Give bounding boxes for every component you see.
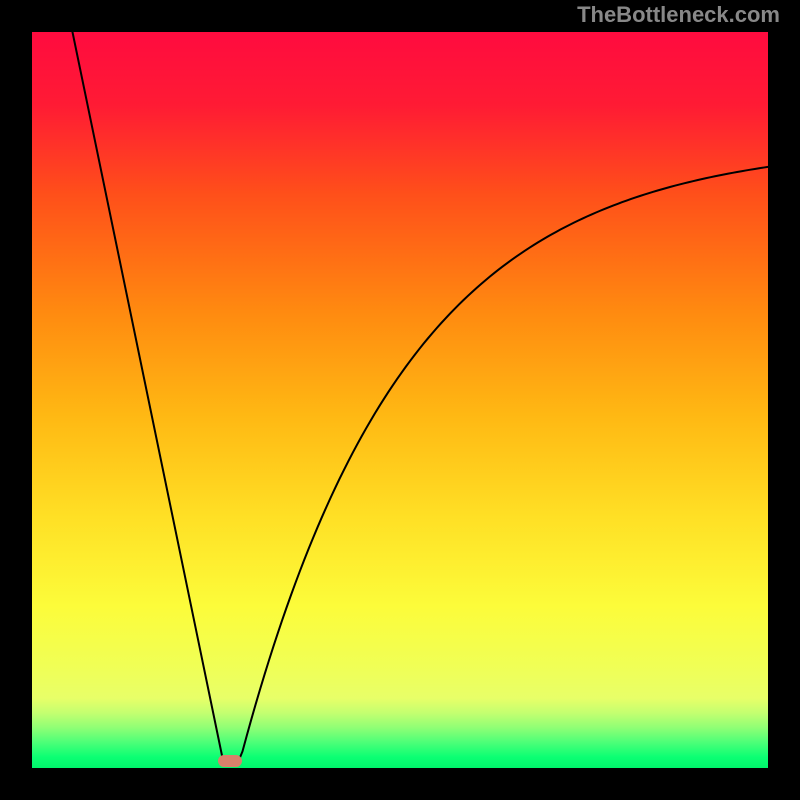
watermark-text: TheBottleneck.com xyxy=(577,2,780,28)
bottleneck-curve xyxy=(72,32,768,762)
min-marker xyxy=(218,755,242,767)
